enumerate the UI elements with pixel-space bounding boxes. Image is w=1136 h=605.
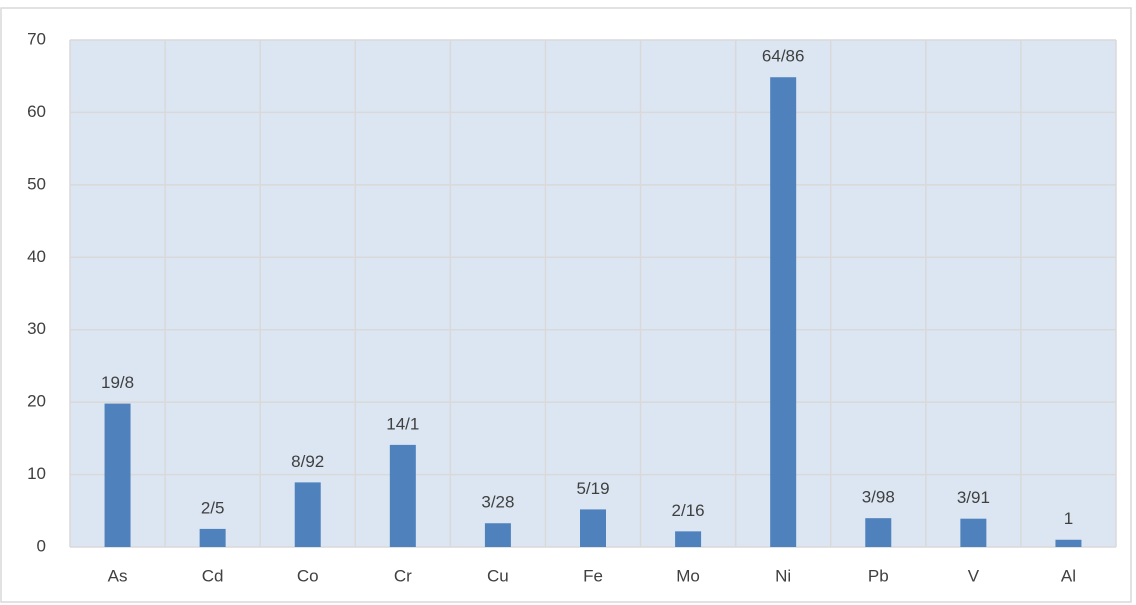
y-tick-label: 60	[27, 102, 46, 121]
y-tick-label: 70	[27, 29, 46, 48]
bar	[389, 444, 416, 547]
x-tick-label: Cu	[487, 566, 509, 585]
data-label: 2/16	[672, 501, 705, 520]
y-tick-label: 40	[27, 247, 46, 266]
bar	[675, 531, 702, 547]
data-label: 14/1	[386, 414, 419, 433]
x-tick-label: Al	[1061, 566, 1076, 585]
y-tick-label: 0	[37, 536, 46, 555]
x-tick-label: Co	[297, 566, 319, 585]
bar	[865, 518, 892, 547]
y-tick-label: 10	[27, 464, 46, 483]
bar	[294, 482, 321, 547]
data-label: 8/92	[291, 452, 324, 471]
data-label: 19/8	[101, 373, 134, 392]
y-tick-label: 30	[27, 319, 46, 338]
bar	[484, 523, 511, 547]
data-label: 64/86	[762, 47, 805, 66]
bar	[1055, 539, 1082, 547]
bar	[580, 509, 606, 547]
x-tick-label: Cd	[202, 566, 224, 585]
x-tick-label: Cr	[394, 566, 412, 585]
data-label: 5/19	[576, 479, 609, 498]
y-tick-label: 50	[27, 174, 46, 193]
data-label: 3/28	[481, 493, 514, 512]
plot-area	[70, 40, 1116, 547]
bar	[770, 77, 797, 548]
data-label: 3/91	[957, 488, 990, 507]
y-tick-label: 20	[27, 392, 46, 411]
data-label: 1	[1064, 509, 1073, 528]
x-tick-label: V	[968, 566, 980, 585]
x-tick-label: Ni	[775, 566, 791, 585]
data-label: 3/98	[862, 488, 895, 507]
x-tick-label: Pb	[868, 566, 889, 585]
data-label: 2/5	[201, 498, 225, 517]
x-tick-label: Mo	[676, 566, 700, 585]
x-tick-label: Fe	[583, 566, 603, 585]
bar	[199, 528, 226, 547]
bar	[104, 403, 131, 547]
bar	[960, 518, 987, 547]
x-tick-label: As	[108, 566, 128, 585]
